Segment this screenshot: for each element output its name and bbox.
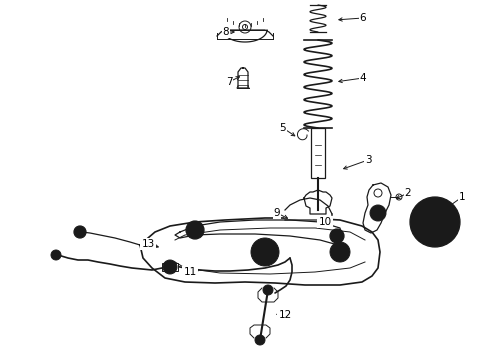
Circle shape [437, 232, 441, 237]
Text: 3: 3 [365, 155, 371, 165]
Circle shape [251, 238, 279, 266]
Text: 10: 10 [318, 217, 332, 227]
Text: 5: 5 [280, 123, 286, 133]
Circle shape [163, 260, 177, 274]
Circle shape [255, 335, 265, 345]
Polygon shape [285, 198, 332, 222]
Circle shape [258, 245, 272, 259]
Circle shape [410, 197, 460, 247]
Circle shape [186, 221, 204, 239]
Text: 8: 8 [222, 27, 229, 37]
Text: 1: 1 [459, 192, 466, 202]
Text: 6: 6 [360, 13, 367, 23]
Circle shape [51, 250, 61, 260]
Circle shape [74, 226, 86, 238]
Bar [311, 128, 325, 178]
Circle shape [330, 242, 350, 262]
Circle shape [445, 220, 450, 225]
Text: 2: 2 [405, 188, 411, 198]
Text: 11: 11 [183, 267, 196, 277]
Text: 9: 9 [274, 208, 280, 218]
Text: 13: 13 [142, 239, 155, 249]
Circle shape [190, 225, 200, 235]
Polygon shape [304, 190, 332, 214]
Bar [162, 263, 178, 271]
Polygon shape [175, 220, 342, 245]
Text: 7: 7 [226, 77, 232, 87]
Circle shape [427, 214, 443, 230]
Polygon shape [140, 218, 380, 285]
Circle shape [330, 229, 344, 243]
Text: 4: 4 [360, 73, 367, 83]
Text: 12: 12 [278, 310, 292, 320]
Circle shape [422, 212, 427, 217]
Circle shape [335, 247, 345, 257]
Circle shape [263, 285, 273, 295]
Circle shape [370, 205, 386, 221]
Circle shape [437, 207, 441, 212]
Circle shape [417, 204, 453, 240]
Polygon shape [363, 183, 391, 233]
Circle shape [422, 227, 427, 232]
